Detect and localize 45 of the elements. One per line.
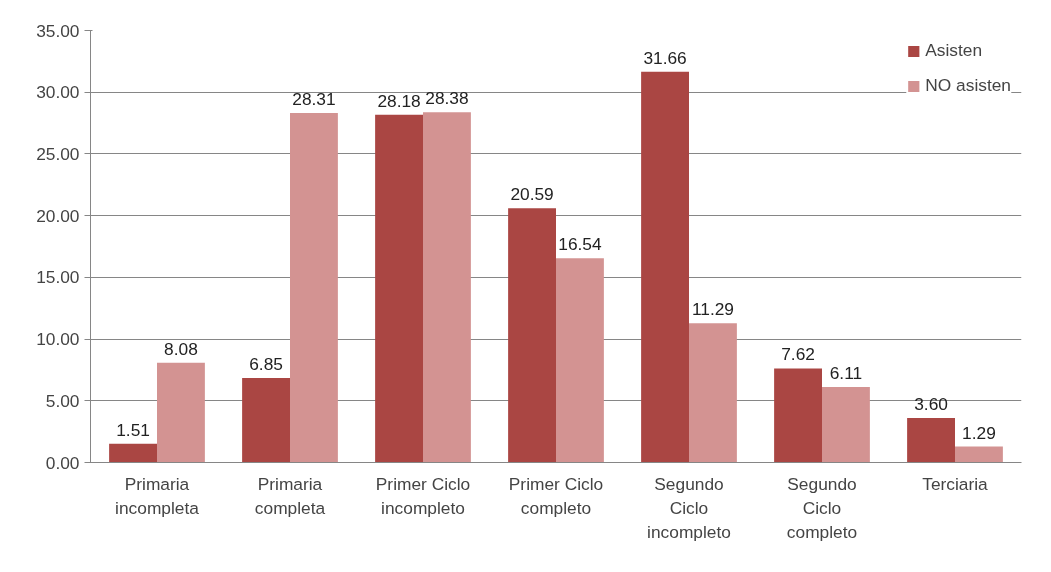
- bar: [157, 362, 205, 463]
- bar: [423, 112, 471, 463]
- legend-label: Asisten: [925, 40, 983, 61]
- data-label: 16.54: [558, 234, 602, 255]
- x-tick-label: Primer Ciclo completo: [508, 473, 604, 518]
- data-label: 1.29: [962, 422, 996, 443]
- x-tick-label: Segundo Ciclo incompleto: [647, 473, 731, 542]
- data-label: 20.59: [510, 184, 554, 205]
- data-label: 8.08: [164, 338, 198, 359]
- bar: [556, 258, 604, 463]
- bar: [822, 387, 870, 463]
- y-tick-label: 20.00: [36, 205, 80, 226]
- bar: [290, 113, 338, 463]
- data-label: 7.62: [781, 344, 815, 365]
- bar: [907, 418, 955, 463]
- x-tick-label: Terciaria: [922, 473, 989, 494]
- bar: [689, 323, 737, 463]
- bar: [375, 114, 423, 463]
- bar: [242, 377, 290, 463]
- bar: [955, 446, 1003, 463]
- data-label: 6.85: [249, 353, 283, 374]
- data-label: 28.18: [377, 90, 421, 111]
- y-tick-label: 35.00: [36, 20, 80, 41]
- y-tick-label: 10.00: [36, 329, 80, 350]
- legend-label: NO asisten: [925, 75, 1011, 96]
- x-tick-label: Primer Ciclo incompleto: [375, 473, 471, 518]
- bar: [109, 443, 157, 463]
- y-tick-label: 15.00: [36, 267, 80, 288]
- bar: [774, 368, 822, 463]
- data-label: 11.29: [691, 299, 734, 320]
- x-tick-label: Segundo Ciclo completo: [786, 473, 858, 542]
- data-label: 31.66: [643, 47, 687, 68]
- x-tick-label: Primaria completa: [254, 473, 326, 518]
- y-tick-label: 5.00: [45, 390, 80, 411]
- x-tick-label: Primaria incompleta: [115, 473, 200, 518]
- data-label: 28.31: [292, 89, 336, 110]
- y-tick-label: 0.00: [45, 452, 80, 473]
- data-label: 3.60: [914, 394, 948, 415]
- bar: [508, 208, 556, 463]
- bar: [641, 71, 689, 463]
- y-tick-label: 25.00: [36, 143, 80, 164]
- data-label: 28.38: [425, 88, 469, 109]
- y-tick-label: 30.00: [36, 82, 80, 103]
- data-label: 1.51: [116, 419, 150, 440]
- data-label: 6.11: [829, 363, 863, 384]
